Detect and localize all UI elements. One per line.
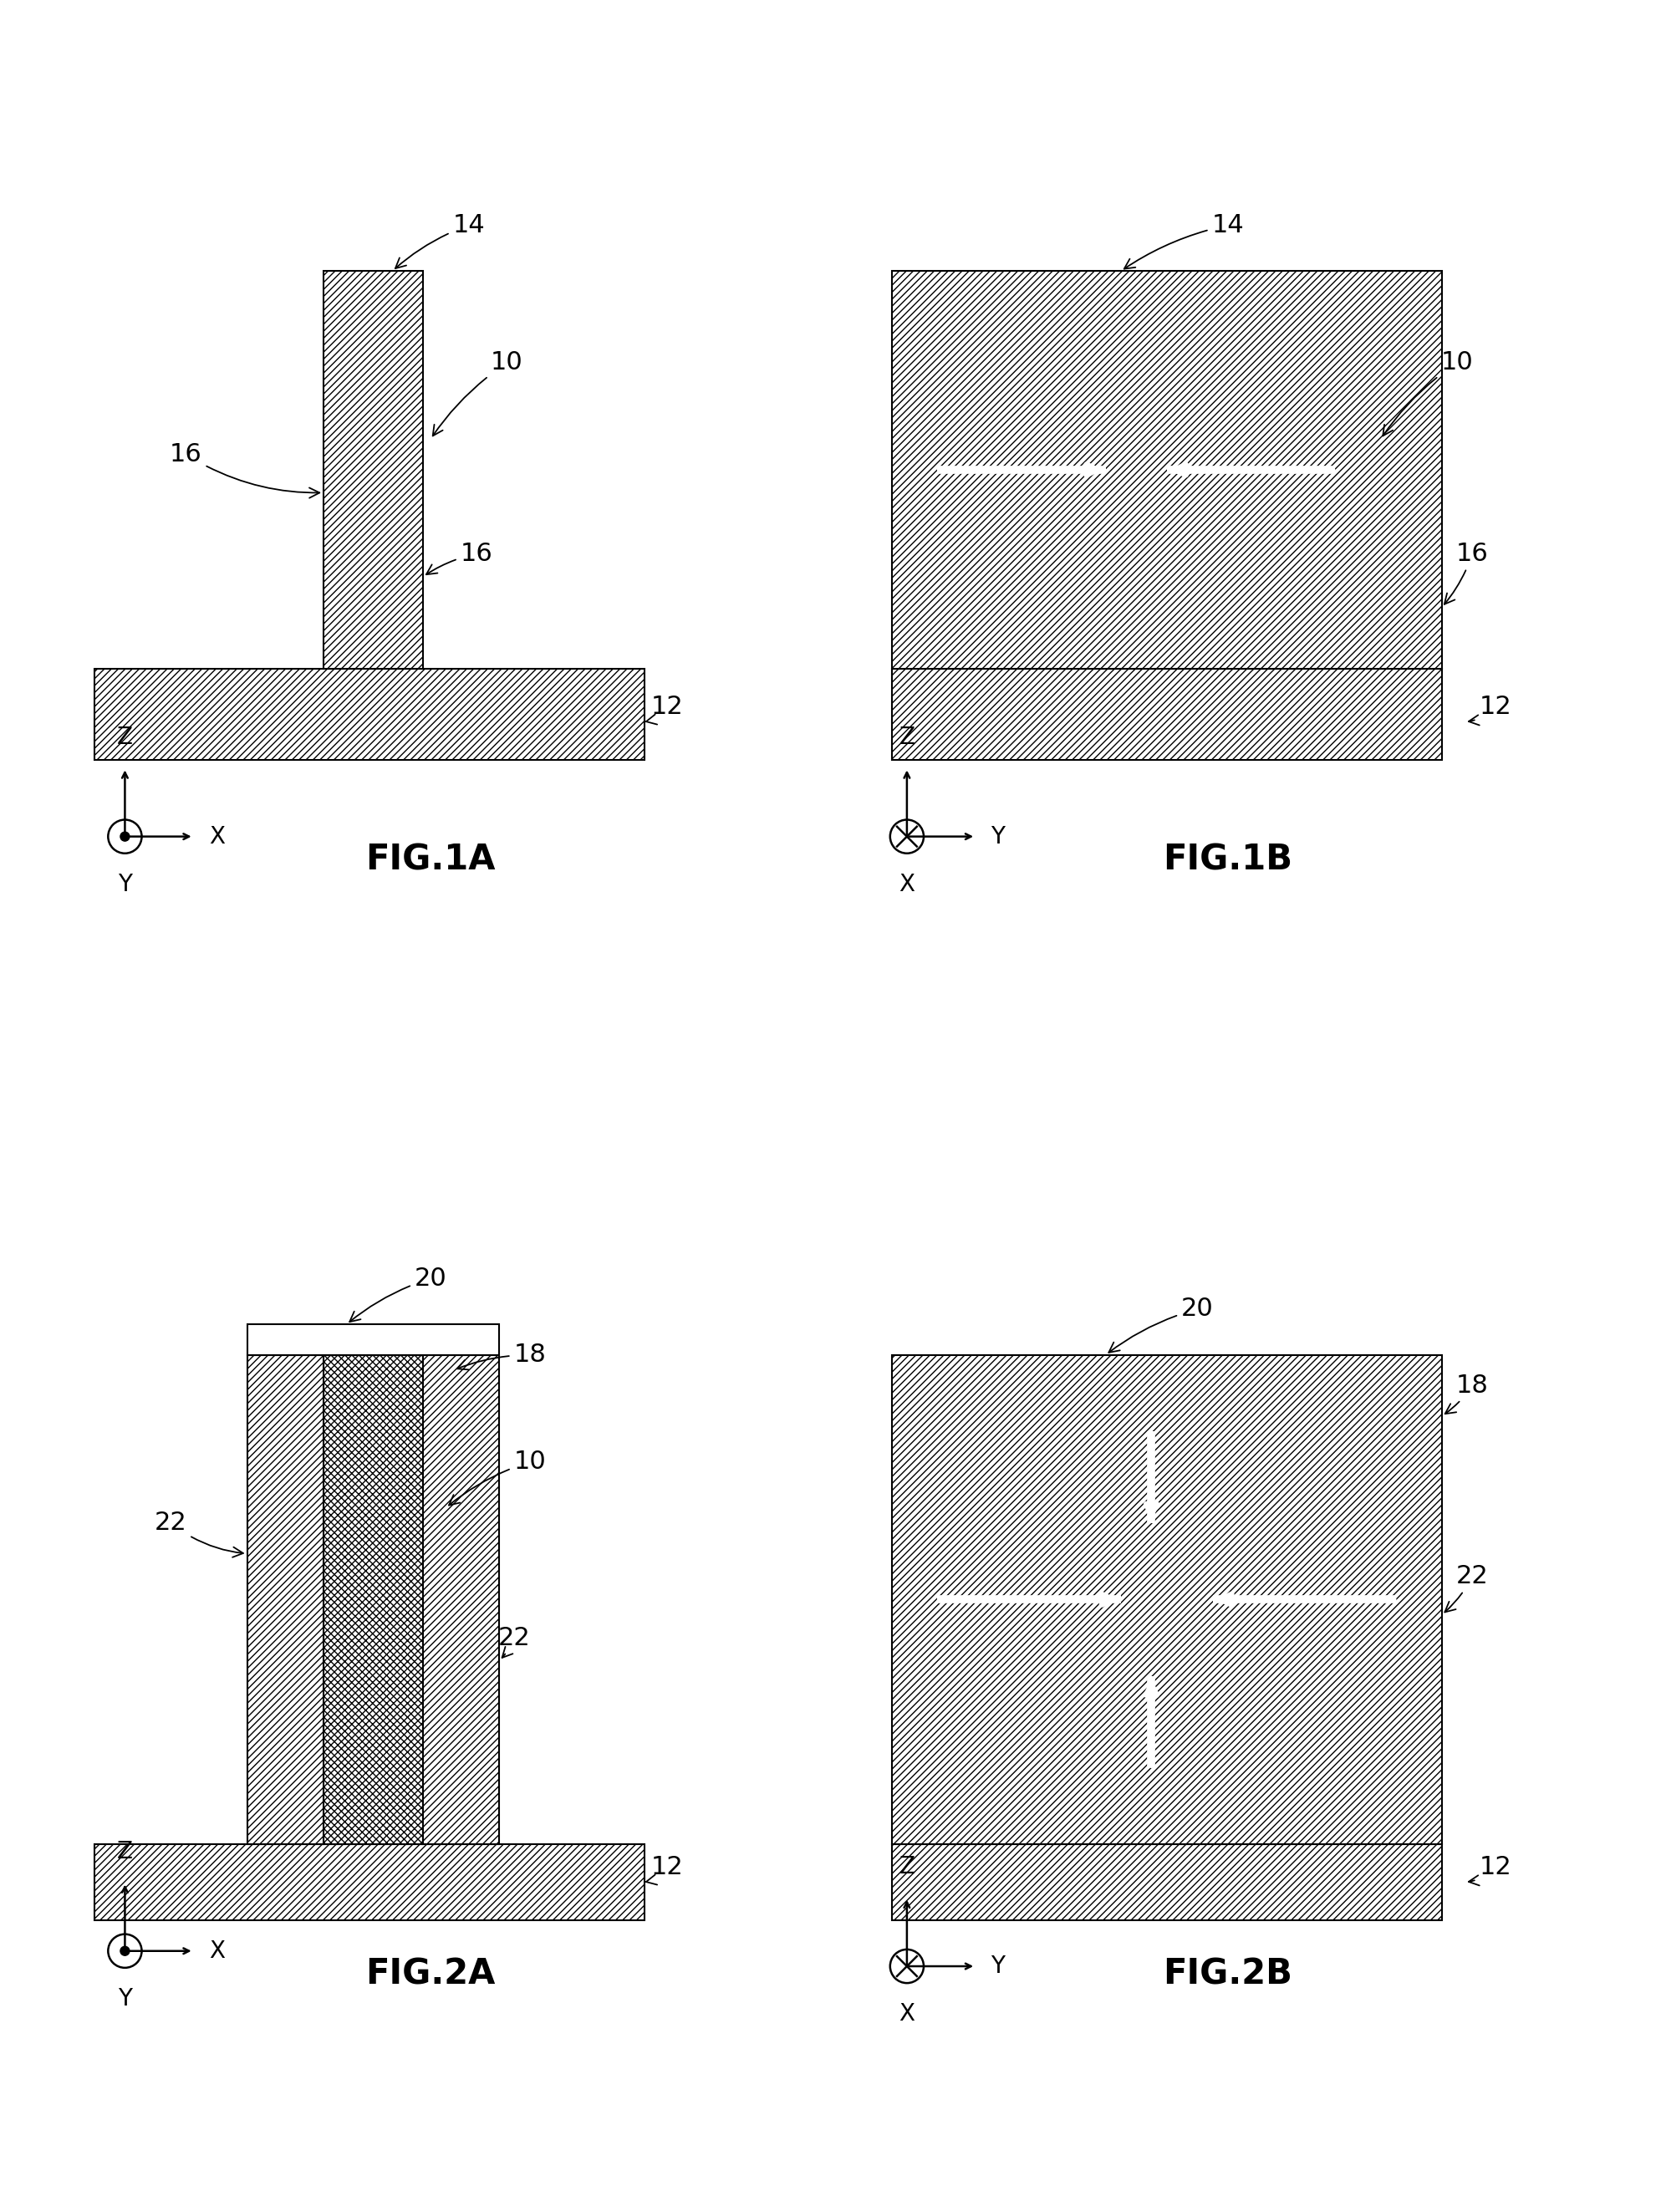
Text: 12: 12 (1468, 695, 1512, 726)
Text: 12: 12 (646, 1856, 684, 1885)
Text: 14: 14 (395, 212, 485, 268)
Bar (95, 668, 644, 761)
Text: 10: 10 (448, 1449, 546, 1504)
Text: Z: Z (116, 1840, 133, 1863)
Text: FIG.1B: FIG.1B (1163, 843, 1292, 876)
Text: 10: 10 (1384, 352, 1473, 436)
Text: Z: Z (899, 726, 915, 748)
Text: FIG.2A: FIG.2A (365, 1955, 495, 1991)
Bar (247, 1356, 324, 1845)
Bar (892, 1356, 1442, 1845)
Text: 20: 20 (1110, 1296, 1214, 1352)
Text: Y: Y (992, 825, 1005, 847)
Text: 22: 22 (498, 1626, 532, 1657)
Text: 22: 22 (154, 1511, 243, 1557)
Text: 16: 16 (1445, 542, 1488, 604)
Text: Y: Y (118, 1986, 131, 2011)
Bar (424, 1356, 500, 1845)
Text: 16: 16 (169, 442, 319, 498)
Text: 10: 10 (434, 352, 523, 436)
Bar (324, 272, 424, 668)
Bar (892, 1845, 1442, 1920)
Text: FIG.1A: FIG.1A (365, 843, 495, 876)
Bar (247, 1325, 500, 1356)
Text: 12: 12 (1468, 1856, 1512, 1885)
Text: Y: Y (118, 872, 131, 896)
Circle shape (120, 832, 130, 841)
Text: X: X (209, 1940, 224, 1962)
Text: 18: 18 (1445, 1374, 1488, 1413)
Text: 16: 16 (427, 542, 493, 575)
Text: X: X (209, 825, 224, 847)
Text: 12: 12 (646, 695, 684, 726)
Text: X: X (899, 872, 915, 896)
Bar (892, 668, 1442, 761)
Bar (95, 1845, 644, 1920)
Text: FIG.2B: FIG.2B (1163, 1955, 1292, 1991)
Text: 22: 22 (1445, 1564, 1488, 1613)
Circle shape (120, 1947, 130, 1955)
Text: 20: 20 (349, 1267, 447, 1323)
Text: Z: Z (116, 726, 133, 748)
Text: X: X (899, 2002, 915, 2026)
Text: Y: Y (992, 1955, 1005, 1978)
Text: Z: Z (899, 1856, 915, 1878)
Bar (324, 1356, 424, 1845)
Text: 14: 14 (1124, 212, 1244, 270)
Bar (892, 272, 1442, 668)
Text: 18: 18 (457, 1343, 546, 1369)
